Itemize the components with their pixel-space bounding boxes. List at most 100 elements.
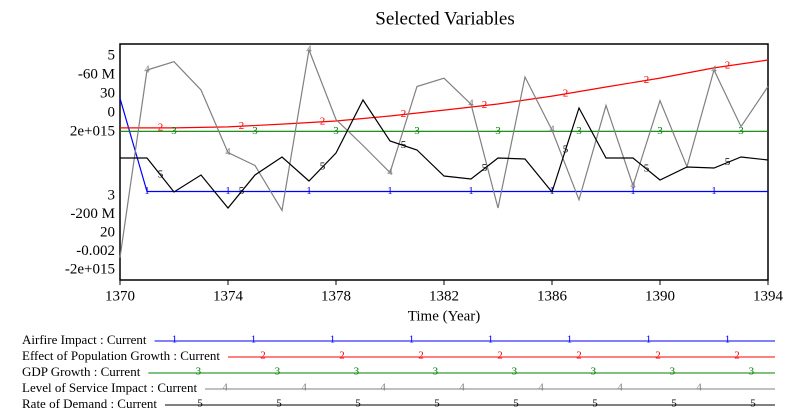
series-marker: 2 [320,115,326,127]
y-tick-label: 20 [100,224,115,240]
series-marker: 5 [158,169,164,181]
x-tick-label: 1382 [429,288,459,304]
series-line [120,98,769,209]
x-tick-label: 1374 [213,288,244,304]
series-marker: 3 [657,125,663,137]
legend-marker: 1 [488,334,494,346]
series-marker: 4 [225,146,231,158]
legend-marker: 2 [734,350,740,362]
legend-marker: 2 [655,350,661,362]
y-tick-label: 2e+015 [70,123,115,139]
legend-label: Level of Service Impact : Current [22,380,197,395]
legend-marker: 3 [591,366,597,378]
series-marker: 4 [549,124,555,136]
legend-marker: 3 [749,366,755,378]
legend-marker: 5 [750,398,756,410]
series-marker: 4 [711,63,717,75]
series-marker: 1 [387,185,393,197]
series-marker: 4 [630,179,636,191]
legend-marker: 5 [513,398,519,410]
legend-marker: 4 [301,382,307,394]
legend-marker: 2 [339,350,345,362]
legend-marker: 5 [355,398,361,410]
legend-marker: 3 [670,366,676,378]
legend-marker: 3 [354,366,360,378]
series-marker: 1 [711,185,717,197]
y-tick-label: 30 [100,85,115,101]
y-tick-label: -2e+015 [65,261,115,277]
series-marker: 1 [144,185,150,197]
legend-marker: 3 [196,366,202,378]
x-tick-label: 1390 [645,288,675,304]
series-line [120,59,769,129]
legend-marker: 5 [434,398,440,410]
series-marker: 2 [158,121,164,133]
legend-marker: 4 [222,382,228,394]
x-axis-label: Time (Year) [408,308,481,324]
legend-marker: 3 [275,366,281,378]
series-marker: 4 [468,98,474,110]
legend-marker: 1 [172,334,178,346]
series-marker: 5 [239,185,245,197]
series-marker: 2 [239,120,245,132]
chart-title: Selected Variables [375,8,514,29]
legend-label: Effect of Population Growth : Current [22,348,220,363]
legend-label: Rate of Demand : Current [22,396,157,411]
legend-marker: 5 [197,398,203,410]
series-marker: 5 [644,163,650,175]
legend-marker: 1 [725,334,731,346]
series-marker: 2 [401,108,407,120]
series-marker: 1 [306,185,312,197]
series-marker: 1 [225,185,231,197]
series-marker: 3 [171,125,177,137]
series-marker: 2 [725,59,731,71]
series-marker: 3 [414,125,420,137]
series-marker: 3 [495,125,501,137]
legend-marker: 5 [592,398,598,410]
series-marker: 4 [387,166,393,178]
x-tick-label: 1394 [753,288,784,304]
plot-frame [119,43,769,281]
legend-marker: 3 [512,366,518,378]
legend-marker: 5 [671,398,677,410]
series-marker: 3 [738,125,744,137]
series-marker: 4 [306,43,312,55]
x-tick-label: 1386 [537,288,568,304]
legend-marker: 5 [276,398,282,410]
y-tick-label: -0.002 [76,243,115,259]
series-marker: 2 [644,74,650,86]
series-line [119,47,769,258]
series-marker: 2 [482,99,488,111]
series-marker: 1 [468,185,474,197]
legend-marker: 4 [459,382,465,394]
y-tick-label: -200 M [70,206,115,222]
legend-marker: 4 [538,382,544,394]
series-marker: 5 [320,161,326,173]
series-marker: 5 [725,156,731,168]
legend-marker: 1 [567,334,573,346]
series-marker: 5 [563,144,569,156]
series-marker: 3 [576,125,582,137]
series-line [119,98,768,193]
y-tick-label: 5 [108,47,116,63]
x-tick-label: 1378 [321,288,351,304]
x-tick-label: 1370 [105,288,135,304]
y-tick-label: 0 [108,104,116,120]
y-tick-label: -60 M [78,66,115,82]
legend-marker: 2 [418,350,424,362]
legend-marker: 2 [260,350,266,362]
legend-marker: 1 [646,334,652,346]
series-marker: 4 [144,63,150,75]
series-marker: 2 [563,87,569,99]
series-marker: 3 [333,125,339,137]
legend-label: GDP Growth : Current [22,364,141,379]
legend-marker: 2 [576,350,582,362]
legend-marker: 4 [696,382,702,394]
legend-marker: 2 [497,350,503,362]
legend-marker: 3 [433,366,439,378]
series-marker: 1 [630,185,636,197]
legend-marker: 1 [330,334,336,346]
legend-marker: 4 [380,382,386,394]
legend-marker: 4 [617,382,623,394]
